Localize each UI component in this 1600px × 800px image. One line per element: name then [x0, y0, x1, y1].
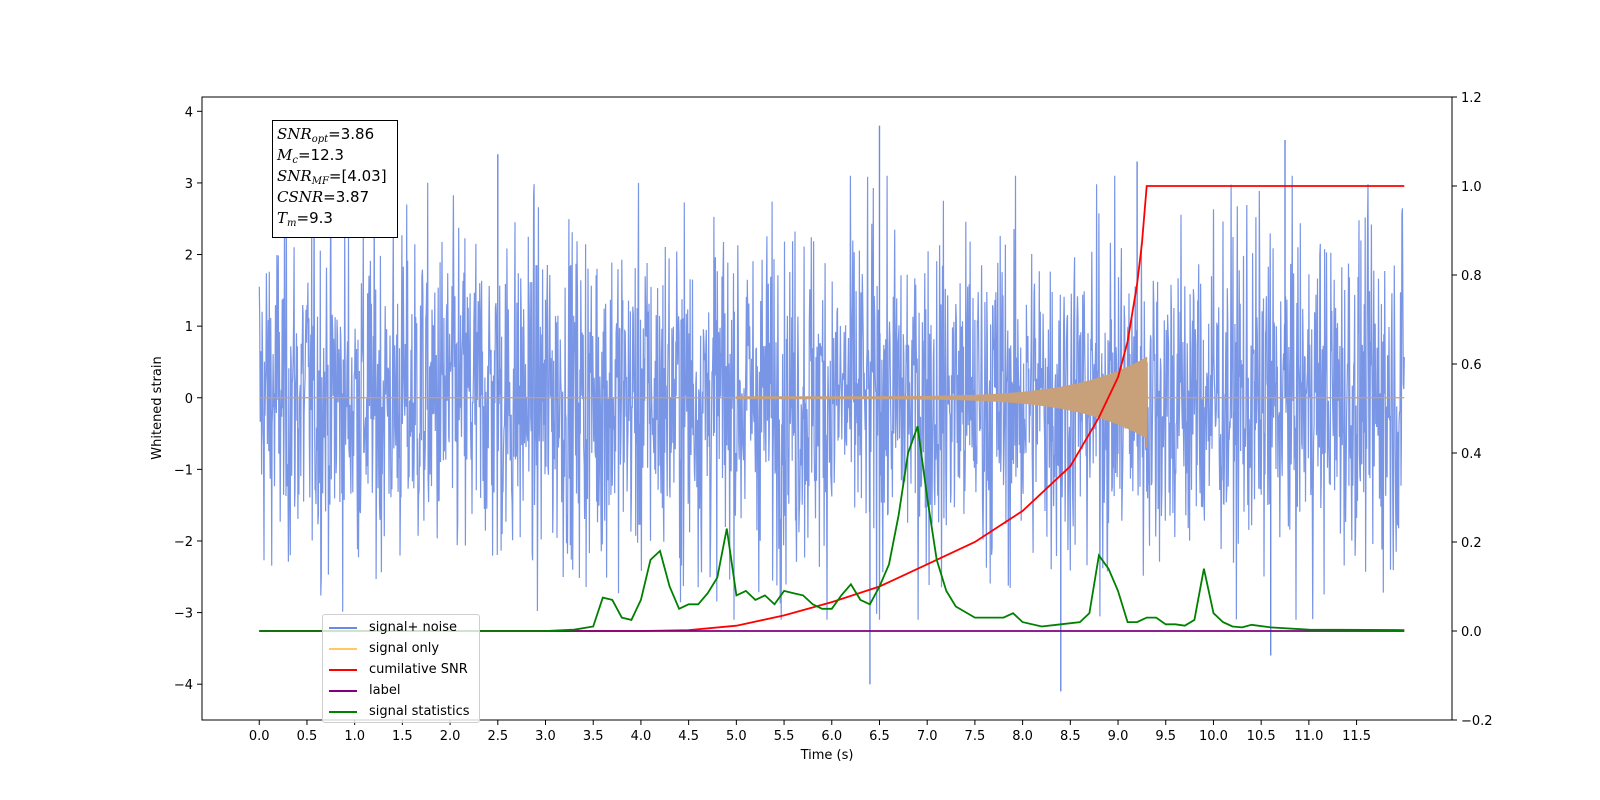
y2-tick-label: 0.6 [1461, 358, 1482, 373]
plot-frame [201, 96, 1453, 721]
snr-mf-symbol: SNR [277, 167, 312, 185]
snr-opt-value: =3.86 [328, 125, 375, 143]
x-tick-label: 2.0 [440, 729, 461, 744]
legend-swatch-signal-noise [329, 626, 357, 629]
mc-subscript: c [292, 155, 298, 166]
x-tick-label: 3.5 [583, 729, 604, 744]
x-tick-label: 4.5 [678, 729, 699, 744]
x-tick-label: 11.0 [1294, 729, 1323, 744]
snr-mf-subscript: MF [311, 176, 329, 187]
mc-line: Mc=12.3 [277, 145, 393, 166]
x-tick-label: 8.5 [1060, 729, 1081, 744]
x-tick-label: 1.0 [344, 729, 365, 744]
x-tick-label: 7.0 [917, 729, 938, 744]
y-tick-label: 2 [185, 249, 193, 264]
legend-swatch-label [329, 689, 357, 692]
x-axis: 0.0 0.5 1.0 1.5 2.0 2.5 3.0 3.5 4.0 4.5 5.0 5.5 6.0 6… [249, 720, 1371, 744]
snr-opt-line: SNRopt=3.86 [277, 124, 393, 145]
snr-opt-subscript: opt [311, 134, 329, 145]
legend-item-label: label [329, 680, 473, 701]
x-tick-label: 1.5 [392, 729, 413, 744]
y-axis-right: 1.2 1.0 0.8 0.6 0.4 0.2 0.0 −0.2 [1452, 91, 1493, 729]
y-tick-label: −3 [174, 607, 193, 622]
x-tick-label: 11.5 [1342, 729, 1371, 744]
y2-tick-label: 1.0 [1461, 180, 1482, 195]
x-tick-label: 9.5 [1155, 729, 1176, 744]
y-tick-label: 4 [185, 105, 193, 120]
tm-symbol: T [277, 209, 288, 227]
legend-swatch-signal-statistics [329, 710, 357, 713]
x-tick-label: 4.0 [631, 729, 652, 744]
y-axis-left: 4 3 2 1 0 −1 −2 −3 −4 [174, 105, 202, 693]
noise-layer [258, 125, 1405, 692]
noise-trace [258, 175, 1405, 620]
x-tick-label: 10.0 [1199, 729, 1228, 744]
x-tick-label: 7.5 [965, 729, 986, 744]
legend-item-cumulative-snr: cumilative SNR [329, 659, 473, 680]
legend-label-signal-only: signal only [369, 641, 440, 656]
x-tick-label: 0.0 [249, 729, 270, 744]
x-tick-label: 5.5 [774, 729, 795, 744]
cumulative-snr-line [259, 185, 1405, 632]
y2-tick-label: 0.2 [1461, 536, 1482, 551]
legend-item-signal-noise: signal+ noise [329, 617, 473, 638]
stats-layer [259, 425, 1405, 632]
y2-tick-label: 1.2 [1461, 91, 1482, 106]
x-tick-label: 6.0 [821, 729, 842, 744]
snr-mf-value: =[4.03] [328, 167, 387, 185]
stats-annotation-box: SNRopt=3.86 Mc=12.3 SNRMF=[4.03] CSNR=3.… [272, 120, 398, 238]
y-tick-label: −2 [174, 535, 193, 550]
mc-value: =12.3 [297, 146, 344, 164]
tm-line: Tm=9.3 [277, 208, 393, 229]
y-tick-label: 1 [185, 320, 193, 335]
csnr-line: CSNR=3.87 [277, 187, 393, 208]
legend-label-signal-noise: signal+ noise [369, 620, 458, 635]
x-tick-label: 8.0 [1012, 729, 1033, 744]
snr-mf-line: SNRMF=[4.03] [277, 166, 393, 187]
x-tick-label: 6.5 [869, 729, 890, 744]
y-axis-label: Whitened strain [150, 356, 165, 459]
snr-opt-symbol: SNR [277, 125, 312, 143]
y-tick-label: 0 [185, 392, 193, 407]
x-axis-label: Time (s) [800, 748, 854, 763]
y2-tick-label: 0.8 [1461, 269, 1482, 284]
csnr-symbol: CSNR [277, 188, 324, 206]
legend-label-label: label [369, 683, 401, 698]
tm-subscript: m [287, 218, 297, 229]
x-tick-label: 5.0 [726, 729, 747, 744]
x-tick-label: 10.5 [1247, 729, 1276, 744]
legend-item-signal-statistics: signal statistics [329, 701, 473, 722]
y2-tick-label: −0.2 [1461, 714, 1493, 729]
x-tick-label: 9.0 [1108, 729, 1129, 744]
tm-value: =9.3 [296, 209, 333, 227]
y2-tick-label: 0.4 [1461, 447, 1482, 462]
x-tick-label: 2.5 [487, 729, 508, 744]
legend-label-signal-statistics: signal statistics [369, 704, 470, 719]
signal-chirp [735, 356, 1148, 448]
legend: signal+ noise signal only cumilative SNR… [322, 614, 480, 723]
legend-item-signal-only: signal only [329, 638, 473, 659]
y-tick-label: −1 [174, 463, 193, 478]
x-tick-label: 3.0 [535, 729, 556, 744]
legend-swatch-cumulative-snr [329, 668, 357, 671]
signal-statistics-line [259, 425, 1405, 632]
y2-tick-label: 0.0 [1461, 625, 1482, 640]
snr-layer [259, 185, 1405, 632]
legend-swatch-signal-only [329, 647, 357, 650]
y-tick-label: −4 [174, 678, 193, 693]
y-tick-label: 3 [185, 177, 193, 192]
signal-layer [259, 356, 1405, 448]
mc-symbol: M [277, 146, 293, 164]
legend-label-cumulative-snr: cumilative SNR [369, 662, 468, 677]
csnr-value: =3.87 [323, 188, 370, 206]
x-tick-label: 0.5 [297, 729, 318, 744]
